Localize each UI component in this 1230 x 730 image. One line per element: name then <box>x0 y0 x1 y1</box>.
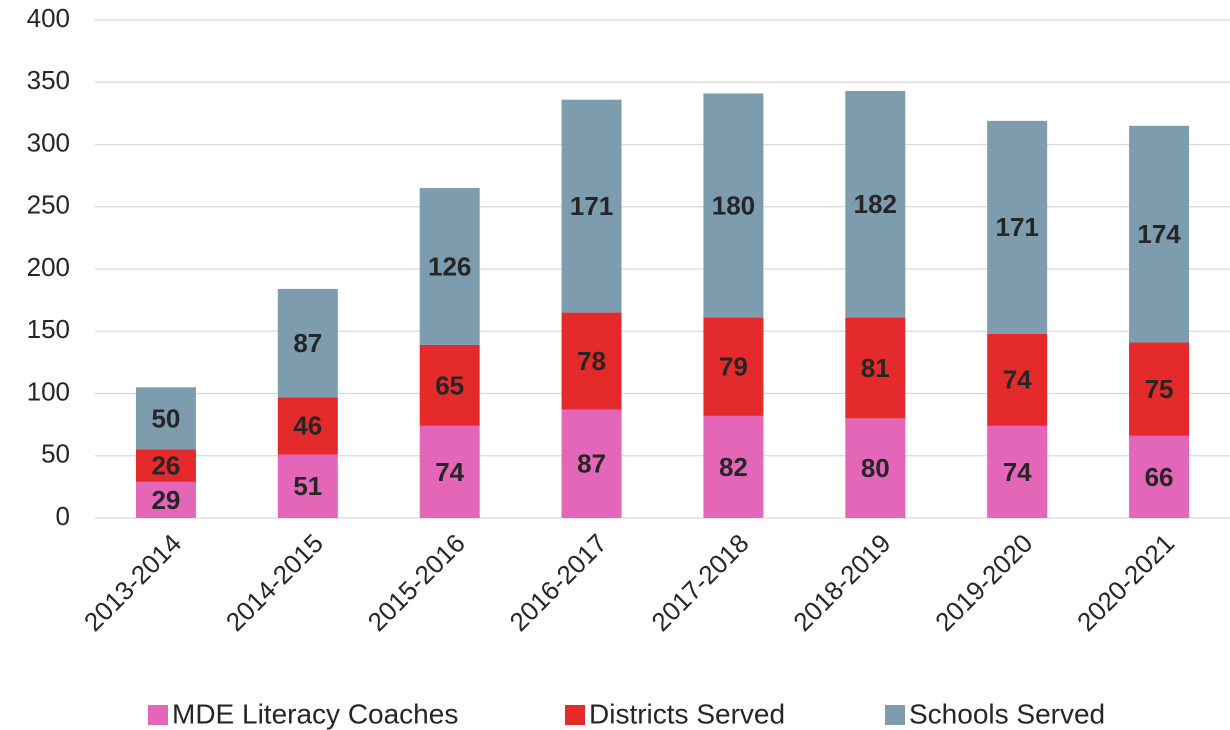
data-label: 81 <box>861 353 890 383</box>
data-label: 87 <box>577 449 606 479</box>
x-tick-label: 2015-2016 <box>362 528 471 637</box>
data-label: 79 <box>719 352 748 382</box>
x-tick-label: 2013-2014 <box>78 528 187 637</box>
data-label: 74 <box>435 457 464 487</box>
bar-segment <box>561 312 622 410</box>
y-tick-label: 50 <box>41 439 70 469</box>
x-tick-label: 2017-2018 <box>645 528 754 637</box>
bar-segment <box>987 425 1048 518</box>
y-tick-label: 100 <box>27 376 70 406</box>
data-label: 182 <box>854 189 897 219</box>
x-tick-label: 2014-2015 <box>220 528 329 637</box>
bar-segment <box>135 449 196 482</box>
data-label: 171 <box>570 191 613 221</box>
bar-segment <box>277 454 338 518</box>
bar-segment <box>419 344 480 426</box>
legend-marker <box>148 705 168 725</box>
bar-segment <box>561 409 622 518</box>
data-label: 74 <box>1003 365 1032 395</box>
data-label: 82 <box>719 452 748 482</box>
data-label: 50 <box>151 403 180 433</box>
bar-segment <box>419 188 480 345</box>
data-label: 46 <box>293 411 322 441</box>
bar-segment <box>135 387 196 450</box>
bar-segment <box>277 397 338 455</box>
bar-segment <box>1129 435 1190 518</box>
bar-segment <box>845 90 906 318</box>
data-label: 80 <box>861 453 890 483</box>
legend-marker <box>565 705 585 725</box>
bar-segment <box>987 333 1048 426</box>
bar-segment <box>419 425 480 518</box>
y-tick-label: 400 <box>27 3 70 33</box>
y-tick-label: 200 <box>27 252 70 282</box>
data-label: 74 <box>1003 457 1032 487</box>
bar-segment <box>845 317 906 419</box>
y-tick-label: 150 <box>27 314 70 344</box>
x-tick-label: 2016-2017 <box>504 528 613 637</box>
bar-segment <box>703 415 764 518</box>
data-label: 180 <box>712 190 755 220</box>
x-tick-label: 2019-2020 <box>929 528 1038 637</box>
data-label: 78 <box>577 346 606 376</box>
data-label: 171 <box>995 212 1038 242</box>
y-tick-label: 0 <box>56 501 70 531</box>
legend-label: MDE Literacy Coaches <box>172 698 458 729</box>
data-label: 87 <box>293 328 322 358</box>
bar-segment <box>987 120 1048 334</box>
legend-label: Schools Served <box>909 698 1105 729</box>
data-label: 174 <box>1137 219 1181 249</box>
y-tick-label: 300 <box>27 127 70 157</box>
bar-segment <box>703 93 764 318</box>
bar-segment <box>561 99 622 313</box>
data-label: 66 <box>1145 462 1174 492</box>
data-label: 126 <box>428 251 471 281</box>
bar-segment <box>1129 125 1190 343</box>
y-tick-label: 250 <box>27 190 70 220</box>
data-label: 51 <box>293 471 322 501</box>
y-tick-label: 350 <box>27 65 70 95</box>
legend-label: Districts Served <box>589 698 785 729</box>
data-label: 26 <box>151 451 180 481</box>
bar-segment <box>277 288 338 398</box>
x-tick-label: 2018-2019 <box>787 528 896 637</box>
bar-segment <box>1129 342 1190 436</box>
bar-segment <box>845 418 906 518</box>
data-label: 65 <box>435 370 464 400</box>
data-label: 29 <box>151 485 180 515</box>
x-tick-label: 2020-2021 <box>1071 528 1180 637</box>
bar-segment <box>135 481 196 518</box>
bar-segment <box>703 317 764 416</box>
legend-marker <box>885 705 905 725</box>
data-label: 75 <box>1145 374 1174 404</box>
